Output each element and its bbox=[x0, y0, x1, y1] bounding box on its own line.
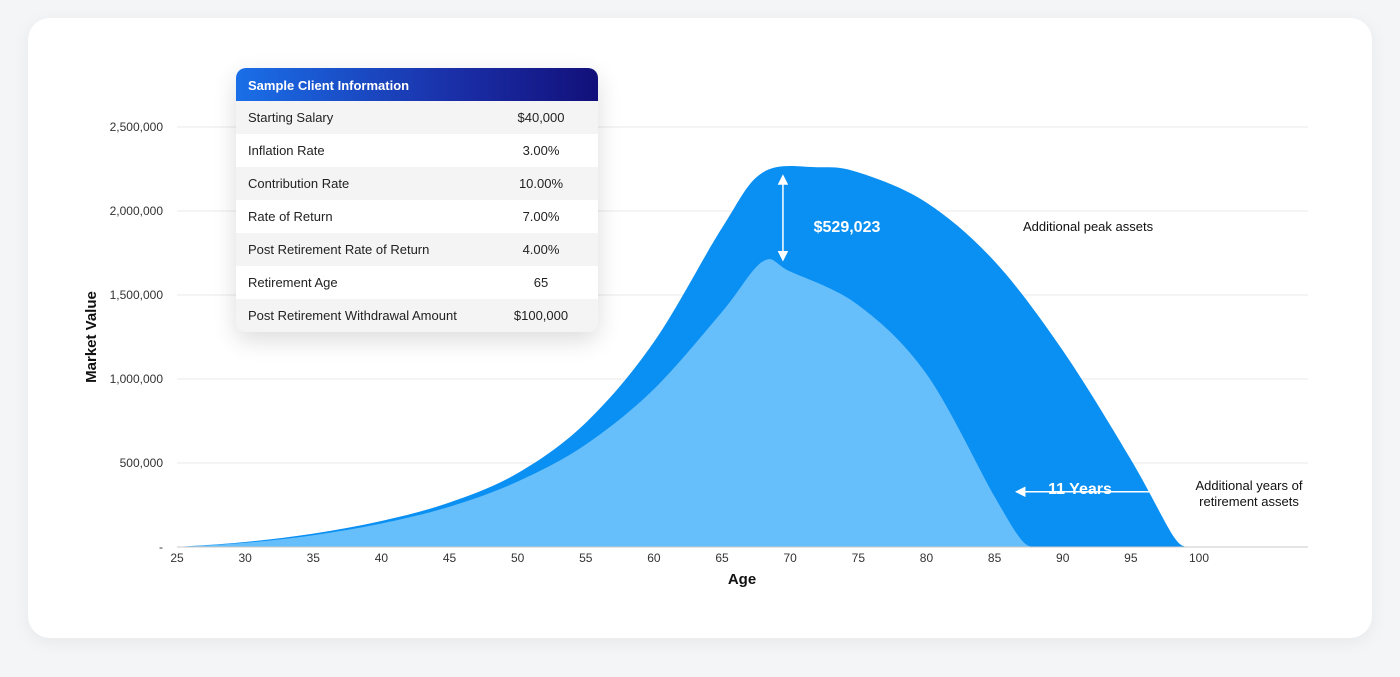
y-axis-title: Market Value bbox=[83, 291, 100, 383]
info-label: Retirement Age bbox=[248, 275, 338, 290]
y-tick-label: 1,500,000 bbox=[110, 288, 164, 302]
info-label: Post Retirement Withdrawal Amount bbox=[248, 308, 457, 323]
info-value: 10.00% bbox=[518, 176, 564, 191]
y-tick-label: 500,000 bbox=[120, 456, 164, 470]
info-value: 7.00% bbox=[522, 209, 560, 224]
peak-gap-value-label: $529,023 bbox=[814, 219, 881, 236]
info-row: Retirement Age 65 bbox=[236, 266, 598, 299]
x-tick-label: 40 bbox=[375, 551, 389, 565]
inner-area bbox=[177, 259, 1036, 547]
additional-years-label: retirement assets bbox=[1199, 494, 1299, 509]
x-tick-label: 75 bbox=[852, 551, 866, 565]
additional-peak-assets-label: Additional peak assets bbox=[1023, 219, 1154, 234]
info-row: Post Retirement Withdrawal Amount $100,0… bbox=[236, 299, 598, 332]
x-tick-label: 35 bbox=[307, 551, 321, 565]
y-tick-label: 2,000,000 bbox=[110, 204, 164, 218]
x-tick-label: 100 bbox=[1189, 551, 1209, 565]
y-tick-label: - bbox=[159, 540, 163, 554]
info-row: Starting Salary $40,000 bbox=[236, 101, 598, 134]
x-tick-label: 85 bbox=[988, 551, 1002, 565]
annotations: $529,023 Additional peak assets 11 Years Ad… bbox=[777, 174, 1303, 509]
y-tick-label: 2,500,000 bbox=[110, 120, 164, 134]
info-row: Inflation Rate 3.00% bbox=[236, 134, 598, 167]
info-label: Post Retirement Rate of Return bbox=[248, 242, 430, 257]
x-tick-label: 70 bbox=[784, 551, 798, 565]
x-tick-label: 65 bbox=[715, 551, 729, 565]
info-row: Contribution Rate 10.00% bbox=[236, 167, 598, 200]
x-tick-label: 60 bbox=[647, 551, 661, 565]
info-value: 3.00% bbox=[522, 143, 560, 158]
axes: - 500,000 1,000,000 1,500,000 2,000,000 2,500… bbox=[83, 120, 1308, 588]
additional-years-label: Additional years of bbox=[1196, 478, 1303, 493]
x-axis-title: Age bbox=[728, 571, 756, 588]
chart-areas bbox=[177, 166, 1186, 547]
x-tick-label: 30 bbox=[238, 551, 252, 565]
years-gap-value-label: 11 Years bbox=[1048, 481, 1112, 498]
x-tick-label: 95 bbox=[1124, 551, 1138, 565]
x-tick-label: 80 bbox=[920, 551, 934, 565]
x-tick-label: 45 bbox=[443, 551, 457, 565]
x-tick-label: 25 bbox=[170, 551, 184, 565]
info-label: Inflation Rate bbox=[248, 143, 325, 158]
info-label: Rate of Return bbox=[248, 209, 333, 224]
x-tick-label: 55 bbox=[579, 551, 593, 565]
y-tick-label: 1,000,000 bbox=[110, 372, 164, 386]
x-tick-label: 50 bbox=[511, 551, 525, 565]
info-value: 4.00% bbox=[522, 242, 560, 257]
info-row: Post Retirement Rate of Return 4.00% bbox=[236, 233, 598, 266]
info-label: Contribution Rate bbox=[248, 176, 350, 191]
info-value: 65 bbox=[533, 275, 549, 290]
info-value: $40,000 bbox=[517, 110, 565, 125]
info-value: $100,000 bbox=[513, 308, 569, 323]
info-row: Rate of Return 7.00% bbox=[236, 200, 598, 233]
x-tick-label: 90 bbox=[1056, 551, 1070, 565]
info-label: Starting Salary bbox=[248, 110, 334, 125]
sample-client-info-card: Sample Client Information Starting Salar… bbox=[236, 68, 598, 332]
info-card-title: Sample Client Information bbox=[236, 68, 598, 101]
